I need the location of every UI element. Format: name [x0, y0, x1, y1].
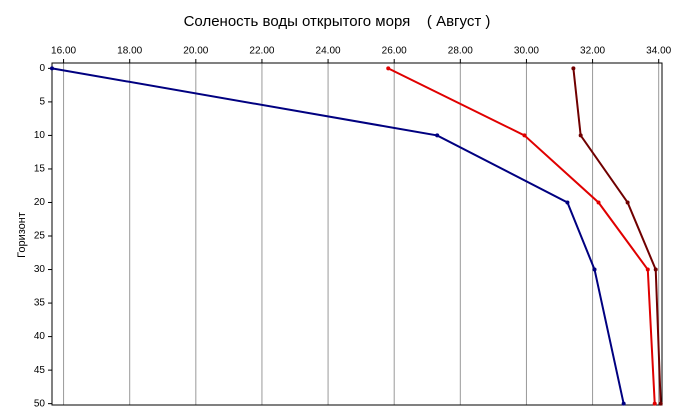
y-tick-label: 20: [34, 197, 46, 208]
point: [571, 66, 576, 71]
series-line: [572, 68, 662, 404]
y-axis-label: Горизонт: [16, 212, 28, 258]
point: [522, 133, 527, 138]
point: [578, 133, 583, 138]
y-tick-label: 15: [34, 164, 46, 175]
x-tick-label: 20.00: [183, 46, 208, 57]
point: [621, 401, 626, 406]
point: [435, 133, 440, 138]
x-tick-label: 26.00: [382, 46, 407, 57]
plot-frame: [51, 62, 663, 406]
series-line: [387, 67, 656, 404]
x-tick-label: 28.00: [448, 46, 473, 57]
point: [658, 401, 663, 406]
point: [565, 200, 570, 205]
point: [592, 267, 597, 272]
y-tick-label: 0: [39, 63, 45, 74]
point: [652, 401, 657, 406]
point: [596, 200, 601, 205]
x-tick-label: 18.00: [117, 46, 142, 57]
y-tick-label: 50: [34, 398, 46, 409]
x-tick-label: 22.00: [249, 46, 274, 57]
y-tick-label: 5: [39, 97, 45, 108]
point: [50, 66, 54, 71]
y-tick-label: 25: [34, 231, 46, 242]
point: [625, 200, 630, 205]
x-tick-label: 30.00: [514, 46, 539, 57]
x-tick-label: 34.00: [646, 46, 671, 57]
point: [653, 267, 658, 272]
chart-title: Соленость воды открытого моря ( Август ): [184, 13, 491, 30]
series-line: [51, 67, 625, 404]
y-tick-label: 35: [34, 298, 46, 309]
y-tick-label: 30: [34, 264, 46, 275]
point: [645, 267, 650, 272]
y-tick-label: 45: [34, 365, 46, 376]
x-tick-label: 32.00: [580, 46, 605, 57]
x-tick-label: 16.00: [51, 46, 76, 57]
x-tick-label: 24.00: [316, 46, 341, 57]
y-tick-label: 40: [34, 331, 46, 342]
point: [386, 66, 391, 71]
y-tick-label: 10: [34, 130, 46, 141]
